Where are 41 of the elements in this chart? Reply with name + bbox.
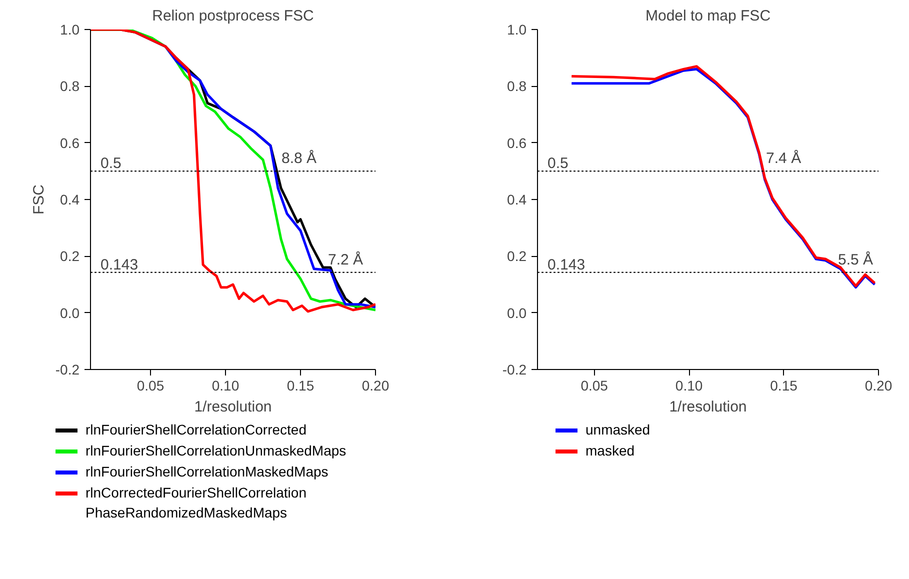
y-tick-label: -0.2 (502, 362, 527, 378)
x-axis-title: 1/resolution (669, 398, 747, 416)
legend-label: rlnFourierShellCorrelationMaskedMaps (86, 464, 328, 480)
y-axis-title: FSC (30, 184, 48, 214)
y-tick-label: 0.0 (60, 304, 80, 321)
chart-title: Model to map FSC (645, 8, 771, 24)
y-tick-label: 0.8 (60, 78, 80, 94)
y-tick-label: 1.0 (507, 22, 527, 38)
x-tick-label: 0.10 (675, 378, 703, 394)
x-tick-label: 0.20 (362, 378, 390, 394)
x-tick-label: 0.10 (212, 378, 240, 394)
legend-label: rlnFourierShellCorrelationUnmaskedMaps (86, 442, 346, 458)
y-tick-label: 0.0 (507, 304, 527, 321)
legend-label: rlnCorrectedFourierShellCorrelation PhaseRandomizedMaskedMaps (86, 484, 306, 520)
legend-label: masked (586, 442, 635, 458)
y-tick-label: 0.8 (507, 78, 527, 94)
y-tick-label: 1.0 (60, 22, 80, 38)
x-axis-title: 1/resolution (194, 398, 272, 416)
annotation: 7.4 Å (766, 149, 802, 168)
y-tick-label: 0.6 (60, 134, 80, 151)
ref-line-label: 0.143 (548, 256, 586, 274)
ref-line-label: 0.5 (548, 155, 568, 172)
annotation: 5.5 Å (838, 250, 874, 268)
y-tick-label: 0.6 (507, 134, 527, 151)
annotation: 7.2 Å (328, 250, 364, 268)
annotation: 8.8 Å (282, 149, 317, 168)
legend-label: rlnFourierShellCorrelationCorrected (86, 422, 306, 438)
y-tick-label: 0.2 (507, 248, 527, 264)
chart-title: Relion postprocess FSC (152, 8, 314, 24)
x-tick-label: 0.05 (136, 378, 164, 394)
legend-label: unmasked (586, 422, 650, 438)
x-tick-label: 0.20 (864, 378, 892, 394)
x-tick-label: 0.05 (580, 378, 608, 394)
y-tick-label: 0.4 (60, 192, 80, 208)
y-tick-label: 0.2 (60, 248, 80, 264)
ref-line-label: 0.143 (100, 256, 138, 274)
x-tick-label: 0.15 (770, 378, 798, 394)
ref-line-label: 0.5 (100, 155, 122, 172)
x-tick-label: 0.15 (286, 378, 314, 394)
y-tick-label: -0.2 (55, 362, 80, 378)
y-tick-label: 0.4 (507, 192, 527, 208)
